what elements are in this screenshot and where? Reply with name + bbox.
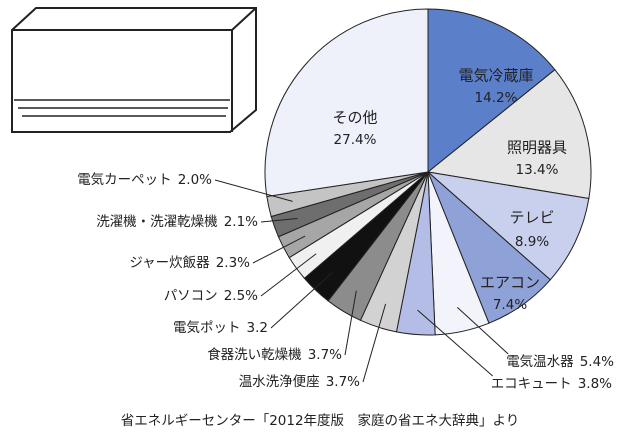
air-conditioner-icon [12, 8, 256, 132]
slice-label: テレビ [509, 209, 554, 227]
slice-label-group: 電気カーペット 2.0% [77, 172, 212, 188]
slice-label: 電気ポット [173, 320, 241, 336]
value-label: 7.4% [493, 297, 527, 313]
value-label: 13.4% [516, 162, 559, 178]
slice-label: 電気温水器 [506, 354, 574, 370]
source-note: 省エネルギーセンター「2012年度版 家庭の省エネ大辞典」より [121, 412, 520, 429]
value-label: 27.4% [334, 132, 377, 148]
slice-label: ジャー炊飯器 [129, 255, 210, 271]
value-label: 3.7% [326, 374, 360, 390]
pie-slice [265, 9, 428, 196]
slice-label: その他 [332, 109, 377, 127]
slice-label-group: 電気温水器 5.4% [506, 354, 614, 370]
value-label: 3.2 [247, 320, 268, 336]
value-label: 2.3% [216, 255, 250, 271]
slice-label: パソコン [164, 288, 218, 304]
value-label: 5.4% [580, 354, 614, 370]
slice-label-group: パソコン 2.5% [164, 288, 258, 304]
value-label: 2.0% [178, 172, 212, 188]
slice-label-group: 温水洗浄便座 3.7% [239, 374, 360, 390]
slice-label-group: 食器洗い乾燥機 3.7% [207, 346, 342, 363]
value-label: 14.2% [475, 90, 518, 106]
slice-label-group: エコキュート 3.8% [491, 376, 612, 392]
value-label: 3.7% [308, 347, 342, 363]
slice-label-group: ジャー炊飯器 2.3% [129, 255, 250, 271]
value-label: 2.1% [224, 214, 258, 230]
slice-label: 温水洗浄便座 [239, 374, 320, 390]
value-label: 2.5% [224, 288, 258, 304]
slice-label: エアコン [480, 274, 540, 292]
slice-label: 洗濯機・洗濯乾燥機 [96, 214, 218, 230]
chart: 省エネルギーセンター「2012年度版 家庭の省エネ大辞典」より 電気冷蔵庫 14.… [0, 0, 624, 436]
slice-label-group: 電気ポット 3.2 [173, 320, 268, 336]
value-label: 3.8% [578, 376, 612, 392]
slice-label: 食器洗い乾燥機 [207, 346, 302, 363]
slice-label: 電気カーペット [77, 172, 172, 188]
slice-label: 電気冷蔵庫 [458, 67, 533, 85]
slice-label: エコキュート [491, 376, 572, 392]
value-label: 8.9% [515, 234, 549, 250]
slice-label-group: 洗濯機・洗濯乾燥機 2.1% [96, 214, 258, 230]
slice-label: 照明器具 [507, 139, 567, 157]
